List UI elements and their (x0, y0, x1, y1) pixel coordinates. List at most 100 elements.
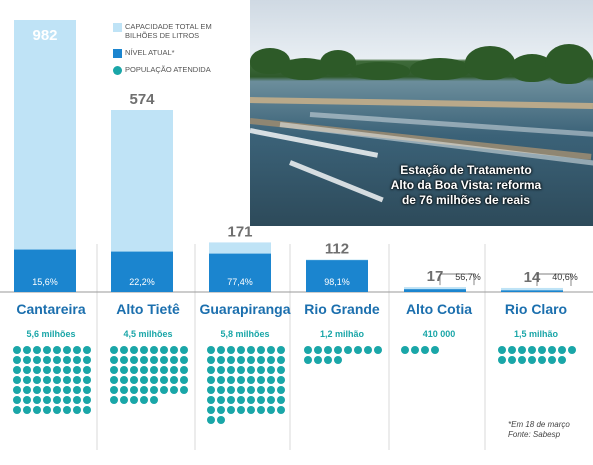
population-dot-cantareira-2 (23, 346, 31, 354)
population-dot-guarapiranga-16 (277, 356, 285, 364)
population-dot-guarapiranga-24 (277, 366, 285, 374)
population-dot-rio-grande-1 (304, 346, 312, 354)
population-dot-alto-tiete-24 (180, 366, 188, 374)
population-dot-cantareira-46 (63, 396, 71, 404)
population-dot-guarapiranga-34 (217, 386, 225, 394)
population-dot-cantareira-14 (63, 356, 71, 364)
population-label-alto-tiete: 4,5 milhões (123, 329, 172, 339)
level-label-alto-cotia: 56,7% (455, 272, 481, 282)
population-dot-cantareira-35 (33, 386, 41, 394)
population-dot-guarapiranga-20 (237, 366, 245, 374)
population-dot-guarapiranga-36 (237, 386, 245, 394)
population-dot-cantareira-20 (43, 366, 51, 374)
population-dot-alto-tiete-44 (140, 396, 148, 404)
population-dot-alto-tiete-21 (150, 366, 158, 374)
population-dot-alto-tiete-42 (120, 396, 128, 404)
reservoir-name-rio-claro: Rio Claro (505, 301, 567, 317)
population-dot-guarapiranga-44 (237, 396, 245, 404)
population-label-rio-grande: 1,2 milhão (320, 329, 365, 339)
capacity-label-rio-grande: 112 (325, 241, 349, 258)
population-dot-alto-tiete-36 (140, 386, 148, 394)
population-dot-guarapiranga-14 (257, 356, 265, 364)
reservoir-name-rio-grande: Rio Grande (304, 301, 380, 317)
population-dot-rio-grande-7 (364, 346, 372, 354)
population-dot-cantareira-3 (33, 346, 41, 354)
population-dot-cantareira-53 (53, 406, 61, 414)
population-label-guarapiranga: 5,8 milhões (220, 329, 269, 339)
population-dot-guarapiranga-46 (257, 396, 265, 404)
population-dot-alto-tiete-18 (120, 366, 128, 374)
population-dot-cantareira-26 (23, 376, 31, 384)
population-label-rio-claro: 1,5 milhão (514, 329, 559, 339)
population-dot-guarapiranga-35 (227, 386, 235, 394)
capacity-label-rio-claro: 14 (524, 269, 541, 286)
population-dot-rio-grande-12 (334, 356, 342, 364)
population-dot-guarapiranga-18 (217, 366, 225, 374)
photo-caption: Estação de Tratamento Alto da Boa Vista:… (346, 163, 586, 208)
level-bar-rio-claro (501, 290, 563, 292)
population-dot-alto-cotia-1 (401, 346, 409, 354)
population-dot-guarapiranga-11 (227, 356, 235, 364)
population-dot-guarapiranga-25 (207, 376, 215, 384)
population-dot-cantareira-45 (53, 396, 61, 404)
population-dot-guarapiranga-33 (207, 386, 215, 394)
population-dot-cantareira-51 (33, 406, 41, 414)
population-dot-guarapiranga-31 (267, 376, 275, 384)
population-dot-rio-claro-10 (508, 356, 516, 364)
population-dot-guarapiranga-17 (207, 366, 215, 374)
population-dot-alto-tiete-1 (110, 346, 118, 354)
footnote-source: Fonte: Sabesp (508, 430, 561, 439)
population-dot-alto-tiete-8 (180, 346, 188, 354)
level-label-guarapiranga: 77,4% (227, 277, 253, 287)
population-dot-rio-claro-5 (538, 346, 546, 354)
legend-level-label: NÍVEL ATUAL* (125, 48, 175, 57)
population-dot-guarapiranga-40 (277, 386, 285, 394)
level-bar-alto-cotia (404, 289, 466, 292)
legend-population-label: POPULAÇÃO ATENDIDA (125, 65, 211, 74)
population-dot-guarapiranga-49 (207, 406, 215, 414)
population-dot-alto-tiete-35 (130, 386, 138, 394)
reservoir-name-guarapiranga: Guarapiranga (199, 301, 290, 317)
population-dot-guarapiranga-9 (207, 356, 215, 364)
population-dot-cantareira-52 (43, 406, 51, 414)
population-dot-alto-tiete-4 (140, 346, 148, 354)
population-dot-alto-tiete-7 (170, 346, 178, 354)
population-dot-cantareira-32 (83, 376, 91, 384)
population-dot-alto-tiete-41 (110, 396, 118, 404)
population-dot-cantareira-44 (43, 396, 51, 404)
population-dot-alto-tiete-5 (150, 346, 158, 354)
population-dot-guarapiranga-27 (227, 376, 235, 384)
population-dot-guarapiranga-12 (237, 356, 245, 364)
population-dot-cantareira-28 (43, 376, 51, 384)
population-dot-guarapiranga-58 (217, 416, 225, 424)
population-dot-cantareira-36 (43, 386, 51, 394)
population-dot-cantareira-34 (23, 386, 31, 394)
population-dot-guarapiranga-53 (247, 406, 255, 414)
population-dot-guarapiranga-43 (227, 396, 235, 404)
population-dot-alto-cotia-2 (411, 346, 419, 354)
population-dot-rio-claro-8 (568, 346, 576, 354)
population-dot-guarapiranga-50 (217, 406, 225, 414)
population-dot-cantareira-56 (83, 406, 91, 414)
population-dot-alto-tiete-2 (120, 346, 128, 354)
population-dot-alto-tiete-30 (160, 376, 168, 384)
population-dot-rio-claro-9 (498, 356, 506, 364)
treatment-station-photo: Estação de Tratamento Alto da Boa Vista:… (250, 0, 593, 226)
population-dot-cantareira-55 (73, 406, 81, 414)
population-dot-cantareira-50 (23, 406, 31, 414)
population-dot-guarapiranga-13 (247, 356, 255, 364)
population-dot-cantareira-19 (33, 366, 41, 374)
reservoir-name-alto-tiete: Alto Tietê (116, 301, 180, 317)
population-dot-cantareira-6 (63, 346, 71, 354)
population-dot-alto-tiete-33 (110, 386, 118, 394)
population-dot-cantareira-42 (23, 396, 31, 404)
population-dot-guarapiranga-37 (247, 386, 255, 394)
population-dot-guarapiranga-6 (257, 346, 265, 354)
capacity-bar-rio-claro (501, 287, 563, 292)
population-dot-alto-tiete-14 (160, 356, 168, 364)
population-dot-guarapiranga-55 (267, 406, 275, 414)
legend-level: NÍVEL ATUAL* (113, 48, 239, 58)
population-dot-guarapiranga-38 (257, 386, 265, 394)
population-dot-guarapiranga-30 (257, 376, 265, 384)
population-dot-guarapiranga-45 (247, 396, 255, 404)
